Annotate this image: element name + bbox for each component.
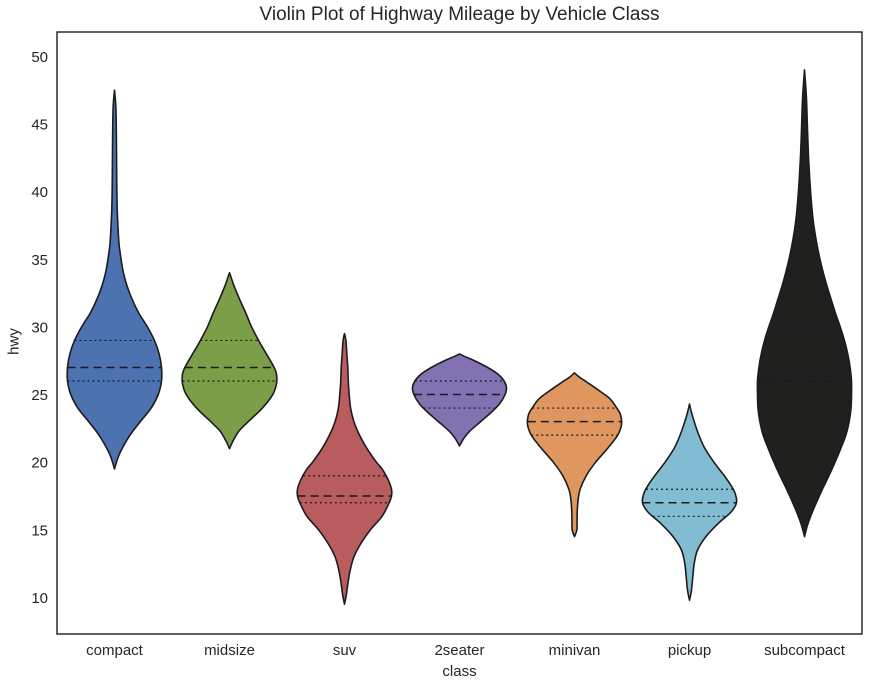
violin-suv [296, 332, 393, 606]
x-tick-label-pickup: pickup [668, 642, 711, 659]
y-tick-label: 50 [31, 49, 48, 66]
violin-subcompact [756, 69, 853, 538]
x-tick-label-minivan: minivan [549, 642, 601, 659]
x-tick-label-2seater: 2seater [434, 642, 484, 659]
y-tick-label: 30 [31, 319, 48, 336]
violin-compact [66, 89, 163, 470]
x-tick-label-subcompact: subcompact [764, 642, 846, 659]
x-tick-label-midsize: midsize [204, 642, 255, 659]
y-tick-label: 20 [31, 455, 48, 472]
x-tick-label-compact: compact [86, 642, 144, 659]
y-tick-label: 15 [31, 522, 48, 539]
y-tick-label: 40 [31, 184, 48, 201]
chart-title: Violin Plot of Highway Mileage by Vehicl… [259, 4, 660, 25]
x-tick-label-suv: suv [333, 642, 357, 659]
x-axis-label: class [442, 663, 477, 680]
y-tick-label: 45 [31, 116, 48, 133]
y-tick-label: 25 [31, 387, 48, 404]
violin-midsize [181, 272, 278, 450]
y-tick-label: 10 [31, 590, 48, 607]
plot-border [56, 31, 863, 635]
y-tick-label: 35 [31, 252, 48, 269]
violin-minivan [526, 372, 623, 538]
violin-2seater [411, 353, 508, 447]
